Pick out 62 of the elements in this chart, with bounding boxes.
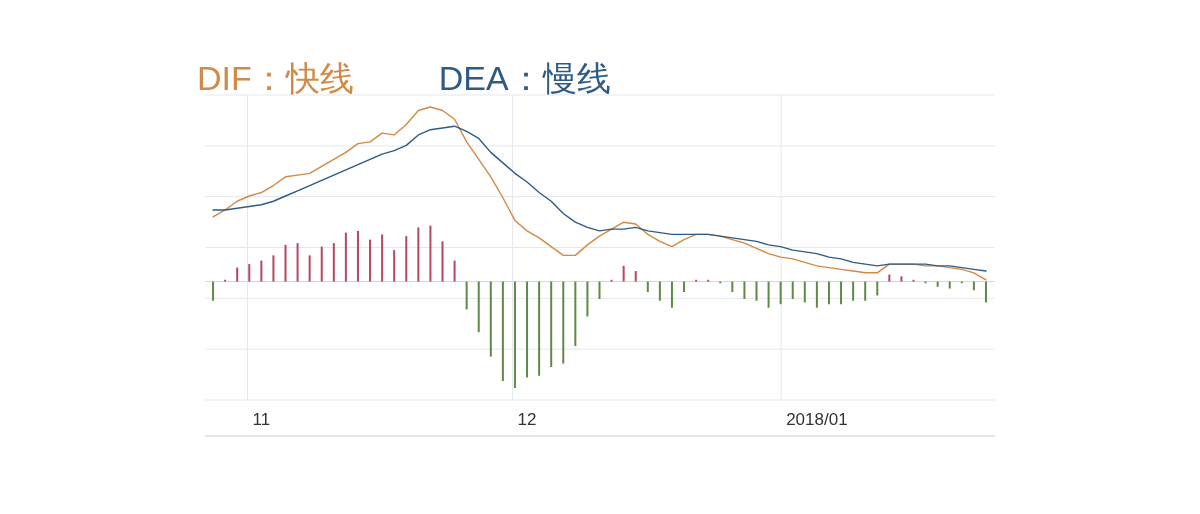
bar: [465, 281, 468, 310]
bar: [586, 281, 589, 317]
bar: [236, 267, 239, 282]
x-tick-label: 11: [252, 410, 271, 429]
bar: [453, 260, 456, 282]
bar: [369, 239, 372, 282]
bar: [864, 281, 867, 301]
bar: [779, 281, 782, 305]
bar: [320, 246, 323, 282]
bar: [429, 225, 432, 282]
bar: [381, 234, 384, 282]
bar: [284, 244, 287, 282]
bar: [936, 281, 939, 287]
bar: [827, 281, 830, 305]
bar: [900, 276, 903, 282]
bar: [526, 281, 529, 378]
bar: [441, 241, 444, 282]
bar: [876, 281, 879, 296]
bar: [393, 250, 396, 282]
bar: [405, 236, 408, 282]
bar: [791, 281, 794, 299]
bar: [574, 281, 577, 347]
bar: [972, 281, 975, 291]
series-label: DIF：快线: [197, 59, 354, 97]
bar: [332, 243, 335, 282]
bar: [272, 255, 275, 282]
bar: [260, 260, 263, 282]
bar: [212, 281, 215, 301]
bar: [743, 281, 746, 299]
bar: [550, 281, 553, 368]
bar: [803, 281, 806, 303]
bar: [634, 271, 637, 282]
bar: [948, 281, 951, 289]
bar: [888, 274, 891, 282]
bar: [670, 281, 673, 308]
bar: [646, 281, 649, 293]
bar: [417, 227, 420, 282]
x-tick-label: 12: [517, 410, 537, 429]
bar: [356, 230, 359, 282]
bar: [683, 281, 686, 293]
bar: [984, 281, 987, 303]
bar: [767, 281, 770, 308]
bar: [852, 281, 855, 301]
bar: [501, 281, 504, 382]
bar: [296, 243, 299, 282]
series-label: DEA：慢线: [438, 59, 611, 97]
bar: [840, 281, 843, 305]
bar: [622, 265, 625, 282]
bar: [344, 232, 347, 282]
bar: [489, 281, 492, 357]
bar: [248, 264, 251, 282]
bar: [308, 255, 311, 282]
bar: [513, 281, 516, 388]
bar: [731, 281, 734, 293]
bar: [598, 281, 601, 299]
bar: [658, 281, 661, 301]
bar: [815, 281, 818, 308]
bar: [562, 281, 565, 364]
x-tick-label: 2018/01: [786, 410, 848, 429]
bar: [755, 281, 758, 301]
bar: [477, 281, 480, 333]
bar: [538, 281, 541, 376]
